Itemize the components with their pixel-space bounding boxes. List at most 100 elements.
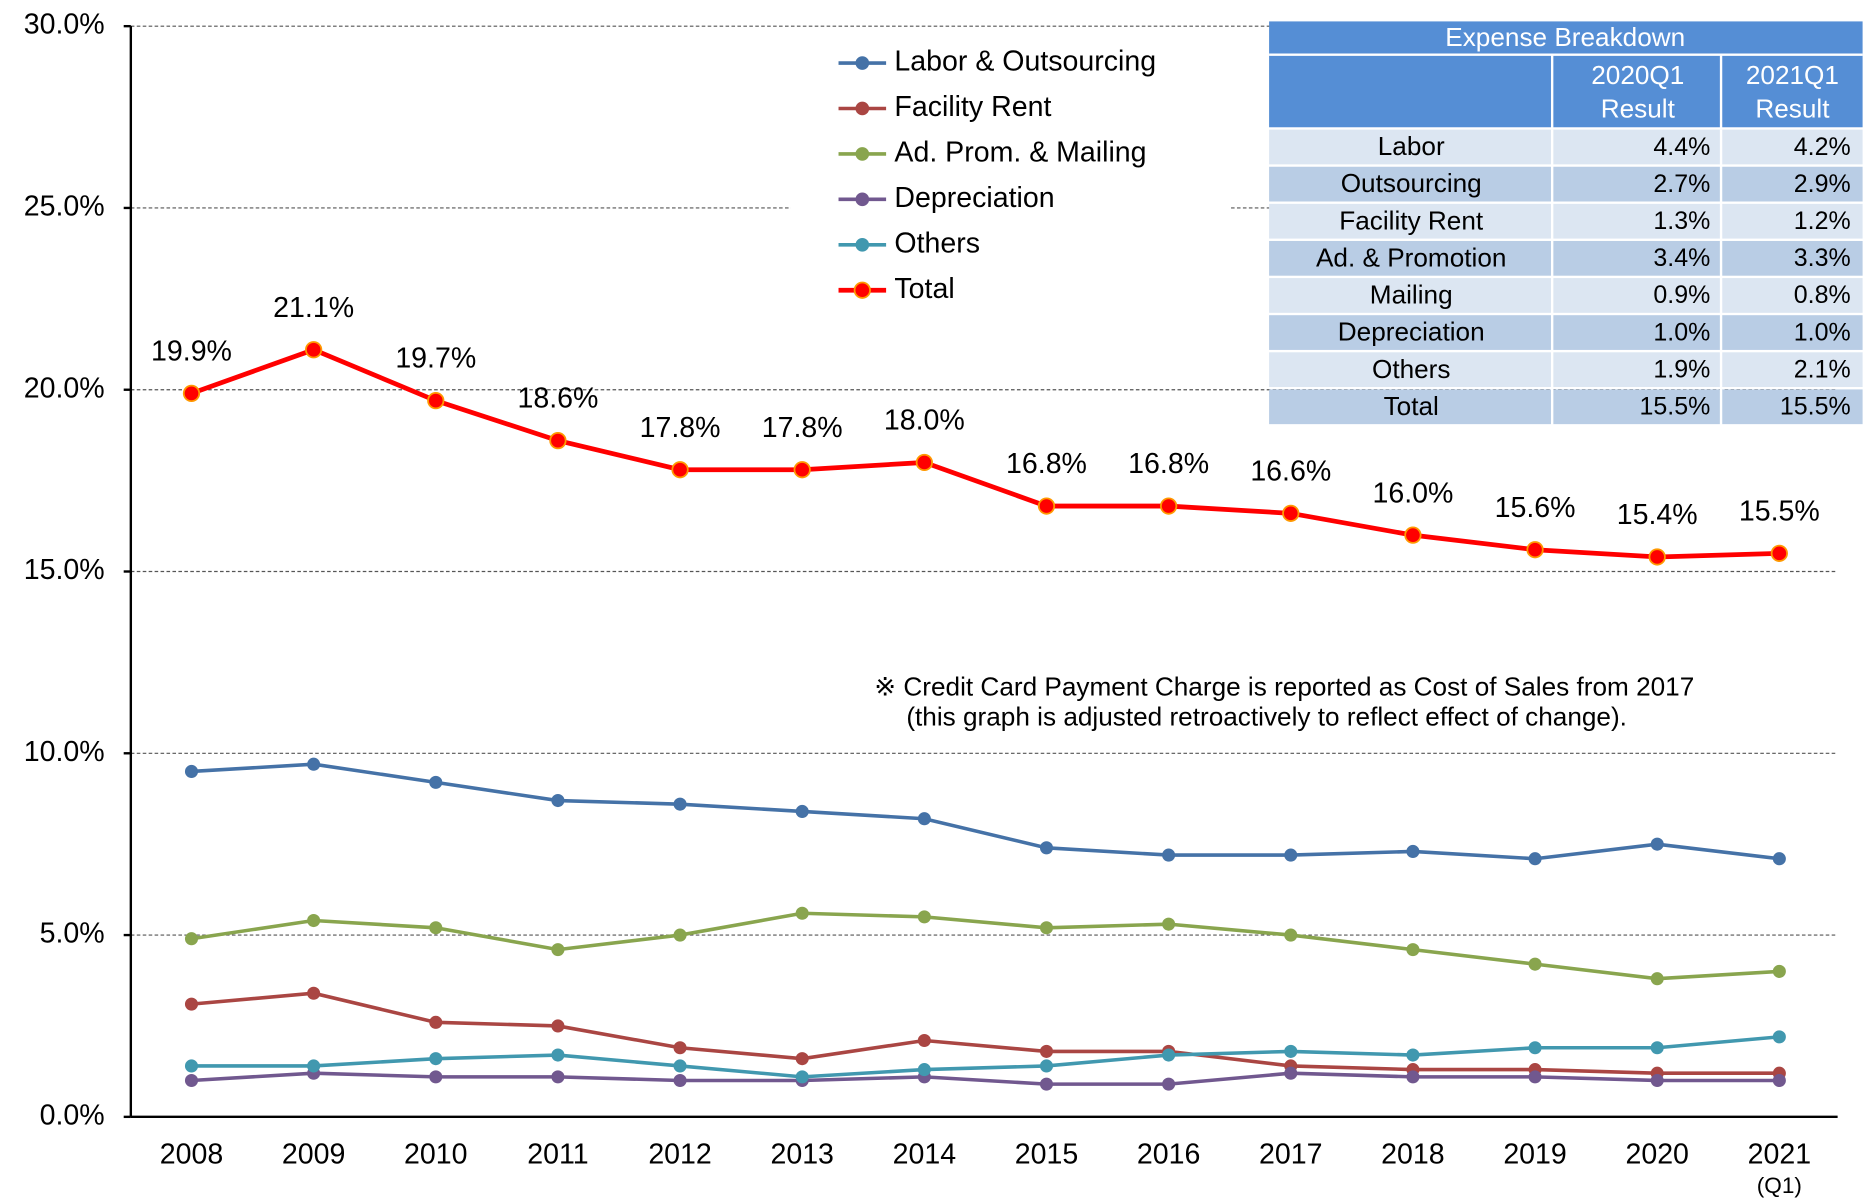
table-row xyxy=(1269,389,1863,425)
data-point xyxy=(1406,1048,1420,1062)
x-tick-label: 2012 xyxy=(648,1139,711,1171)
data-point xyxy=(1772,1073,1786,1088)
table-cell: 1.0% xyxy=(1653,318,1710,346)
data-point xyxy=(184,1073,199,1088)
data-point xyxy=(1648,548,1666,566)
data-point xyxy=(184,764,199,779)
y-tick-label: 0.0% xyxy=(40,1099,105,1131)
table-cell: 4.4% xyxy=(1653,133,1710,161)
series-line xyxy=(191,762,1780,861)
y-tick-label: 15.0% xyxy=(24,554,105,586)
table-cell: 3.3% xyxy=(1794,244,1851,272)
data-point xyxy=(1650,837,1664,851)
x-tick-label: 2019 xyxy=(1503,1139,1566,1171)
legend-label: Others xyxy=(894,227,980,259)
legend-label: Depreciation xyxy=(894,182,1054,214)
x-tick-label: 2021 xyxy=(1748,1139,1811,1171)
x-tick-label: 2015 xyxy=(1015,1139,1078,1171)
data-point xyxy=(1770,544,1788,562)
data-point xyxy=(1039,1077,1054,1091)
table-row xyxy=(1269,315,1863,350)
x-tick-label: 2010 xyxy=(404,1139,467,1171)
table-column-header: 2021Q1 xyxy=(1746,60,1839,90)
data-label: 18.0% xyxy=(884,405,965,437)
table-cell: 1.3% xyxy=(1653,207,1710,235)
data-point xyxy=(184,997,199,1011)
series-line xyxy=(191,1071,1780,1086)
data-point xyxy=(673,928,687,942)
table-cell: 0.9% xyxy=(1653,281,1710,309)
data-point xyxy=(429,921,443,935)
data-point xyxy=(795,906,809,920)
data-point xyxy=(429,1015,443,1029)
table-header xyxy=(1269,21,1863,128)
data-label: 16.6% xyxy=(1250,455,1331,487)
data-point xyxy=(1039,1059,1054,1073)
data-label: 18.6% xyxy=(517,383,598,415)
table-cell: Facility Rent xyxy=(1339,205,1484,235)
data-point xyxy=(795,1052,809,1066)
table-cell: 15.5% xyxy=(1640,393,1711,421)
x-tick-label: 2011 xyxy=(527,1139,588,1171)
data-point xyxy=(1284,1044,1298,1058)
x-tick-label: 2009 xyxy=(282,1139,345,1171)
note-line: (this graph is adjusted retroactively to… xyxy=(906,701,1627,731)
data-point xyxy=(1526,541,1544,559)
data-point xyxy=(1528,852,1542,866)
series-line xyxy=(191,1035,1780,1079)
data-point xyxy=(307,757,321,771)
data-point xyxy=(1162,917,1176,931)
data-point xyxy=(1772,964,1786,978)
table-cell: 1.9% xyxy=(1653,355,1710,383)
legend-label: Facility Rent xyxy=(894,91,1051,123)
data-point xyxy=(429,775,443,789)
data-point xyxy=(551,1070,565,1084)
data-point xyxy=(673,1059,687,1073)
table-cell: 1.0% xyxy=(1794,318,1851,346)
data-point xyxy=(917,910,931,924)
table-cell: Total xyxy=(1384,391,1439,421)
x-tick-label: 2020 xyxy=(1625,1139,1688,1171)
x-tick-label: 2016 xyxy=(1137,1139,1200,1171)
table-row xyxy=(1269,278,1863,313)
x-tick-label: 2017 xyxy=(1259,1139,1322,1171)
plot: 0.0% 5.0% 10.0% 15.0% 20.0% 25.0% 30.0% 2008 200… xyxy=(24,9,1863,1198)
series-line xyxy=(191,991,1780,1076)
data-point xyxy=(673,1073,687,1088)
data-point xyxy=(915,453,933,472)
data-point xyxy=(795,804,809,818)
table-cell: 1.2% xyxy=(1794,207,1851,235)
data-point xyxy=(1406,844,1420,858)
data-point xyxy=(1162,1077,1176,1091)
data-point xyxy=(1284,1066,1298,1080)
data-point xyxy=(1406,1070,1420,1084)
table-cell: 2.7% xyxy=(1653,170,1710,198)
data-point xyxy=(184,1059,199,1073)
legend-box xyxy=(790,38,1232,315)
table-row xyxy=(1269,203,1863,239)
data-point xyxy=(1772,852,1786,866)
y-tick-label: 30.0% xyxy=(24,9,105,41)
data-point xyxy=(673,797,687,811)
data-point xyxy=(917,1033,931,1048)
data-point xyxy=(793,461,811,479)
table-cell: 2.9% xyxy=(1794,170,1851,198)
data-point xyxy=(307,986,321,1000)
table-column-header: Result xyxy=(1601,94,1676,124)
table-column-header: 2020Q1 xyxy=(1591,60,1684,90)
series-line xyxy=(190,347,1780,560)
data-point xyxy=(551,943,565,957)
data-label: 16.8% xyxy=(1128,448,1209,480)
data-point xyxy=(427,392,445,410)
data-point xyxy=(429,1052,443,1066)
note-line: ※ Credit Card Payment Charge is reported… xyxy=(874,672,1694,702)
data-point xyxy=(1284,848,1298,862)
legend-marker xyxy=(855,192,870,207)
data-point xyxy=(184,932,199,946)
legend-marker xyxy=(855,56,870,70)
table-cell: Ad. & Promotion xyxy=(1316,242,1506,272)
legend-label: Labor & Outsourcing xyxy=(894,46,1156,78)
y-tick-label: 5.0% xyxy=(40,918,105,950)
